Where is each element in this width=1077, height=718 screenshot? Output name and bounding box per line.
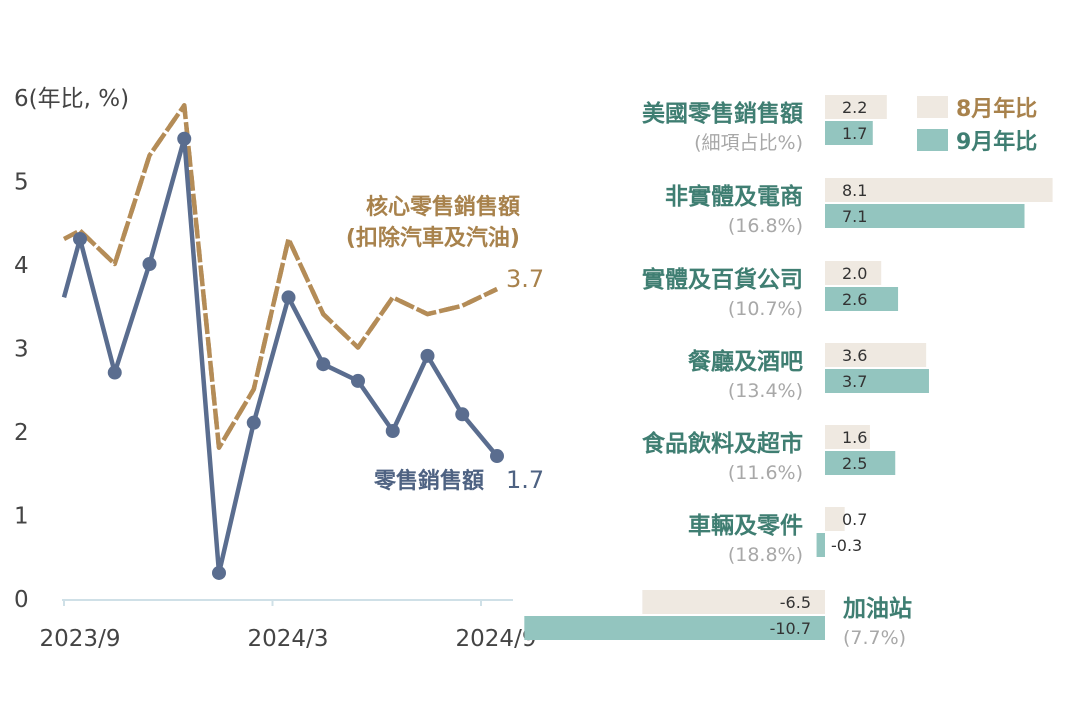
legend-aug-label: 8月年比 xyxy=(956,96,1037,122)
category-label: 加油站 xyxy=(842,596,912,622)
core-retail-sales-line xyxy=(78,103,498,450)
bar-sep xyxy=(816,533,825,557)
retail-series-label: 零售銷售額 xyxy=(373,468,484,494)
bar-sep-value: -10.7 xyxy=(770,619,811,638)
x-tick-label: 2024/9 xyxy=(456,626,537,652)
retail-end-value-label: 1.7 xyxy=(506,466,544,494)
bar-aug xyxy=(825,261,882,285)
bar-sep xyxy=(825,121,873,145)
bar-sep-value: 1.7 xyxy=(842,124,867,143)
y-tick-label: 0 xyxy=(14,587,29,613)
retail-sales-point xyxy=(246,415,261,430)
y-tick-label: 2 xyxy=(14,420,29,446)
y-tick-label: 4 xyxy=(14,253,29,279)
bar-aug xyxy=(642,590,825,614)
bar-sep-value: 2.5 xyxy=(842,454,867,473)
bar-sep xyxy=(825,287,899,311)
category-label: 餐廳及酒吧 xyxy=(688,348,803,375)
retail-sales-point xyxy=(420,348,435,363)
bar-sep xyxy=(825,204,1025,228)
retail-sales-point xyxy=(351,373,365,388)
bar-aug xyxy=(825,178,1053,202)
x-tick-label: 2023/9 xyxy=(40,626,121,652)
legend-aug-swatch xyxy=(917,96,948,118)
bar-sep xyxy=(524,616,825,640)
bar-sep xyxy=(825,369,929,393)
category-label: 非實體及電商 xyxy=(665,183,803,210)
bar-aug-value: 3.6 xyxy=(842,346,867,365)
retail-sales-point xyxy=(316,357,331,372)
legend-sep-label: 9月年比 xyxy=(956,129,1037,155)
core-end-value-label: 3.7 xyxy=(506,265,544,293)
bar-aug xyxy=(825,425,870,449)
bar-aug-value: 2.2 xyxy=(842,98,867,117)
category-share: (10.7%) xyxy=(728,298,803,320)
bar-aug xyxy=(825,507,845,531)
category-share: (11.6%) xyxy=(728,462,803,484)
retail-sales-point xyxy=(212,565,226,580)
retail-sales-line xyxy=(61,136,499,576)
category-share: (13.4%) xyxy=(728,380,803,402)
bar-sep-value: -0.3 xyxy=(831,536,862,555)
bar-aug xyxy=(825,343,927,367)
bar-aug-value: 8.1 xyxy=(842,181,867,200)
retail-sales-point xyxy=(490,449,504,464)
category-label: 車輛及零件 xyxy=(688,513,803,539)
retail-sales-point xyxy=(455,407,470,422)
x-tick-label: 2024/3 xyxy=(248,626,329,652)
bar-sep-value: 7.1 xyxy=(842,207,867,226)
category-label: 美國零售銷售額 xyxy=(642,100,803,127)
legend-sep-swatch xyxy=(917,129,948,151)
bar-sep-value: 2.6 xyxy=(842,290,867,309)
bar-aug xyxy=(825,95,887,119)
bar-aug-value: -6.5 xyxy=(780,593,811,612)
bar-sep-value: 3.7 xyxy=(842,372,867,391)
y-tick-label: 3 xyxy=(14,337,29,363)
category-share: (16.8%) xyxy=(728,215,803,237)
category-share: (細項占比%) xyxy=(694,132,803,154)
y-tick-label: 1 xyxy=(14,504,29,530)
retail-sales-point xyxy=(73,231,87,246)
y-tick-label: 5 xyxy=(14,170,29,196)
bar-sep xyxy=(825,451,896,475)
y-axis-title: 6(年比, %) xyxy=(14,86,129,112)
core-series-label: (扣除汽車及汽油) xyxy=(346,225,520,251)
retail-sales-point xyxy=(142,257,157,271)
bar-aug-value: 1.6 xyxy=(842,428,867,447)
retail-sales-point xyxy=(107,365,122,380)
core-retail-sales-line xyxy=(62,103,498,450)
category-label: 食品飲料及超市 xyxy=(642,430,803,457)
category-share: (18.8%) xyxy=(728,544,803,566)
retail-sales-point xyxy=(281,290,296,305)
retail-sales-point xyxy=(385,424,400,438)
retail-sales-point xyxy=(177,131,192,146)
category-label: 實體及百貨公司 xyxy=(642,266,803,293)
category-share: (7.7%) xyxy=(843,627,906,649)
bar-aug-value: 2.0 xyxy=(842,264,867,283)
bar-aug-value: 0.7 xyxy=(842,510,867,529)
core-series-label: 核心零售銷售額 xyxy=(366,194,520,220)
